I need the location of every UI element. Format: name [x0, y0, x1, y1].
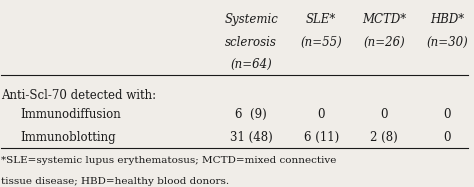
Text: Immunodiffusion: Immunodiffusion [20, 108, 121, 121]
Text: Anti-Scl-70 detected with:: Anti-Scl-70 detected with: [1, 89, 156, 102]
Text: 6 (11): 6 (11) [303, 131, 339, 144]
Text: 2 (8): 2 (8) [370, 131, 398, 144]
Text: tissue disease; HBD=healthy blood donors.: tissue disease; HBD=healthy blood donors… [1, 177, 229, 186]
Text: MCTD*: MCTD* [362, 13, 406, 26]
Text: 0: 0 [444, 108, 451, 121]
Text: (n=30): (n=30) [427, 36, 468, 49]
Text: (n=55): (n=55) [301, 36, 342, 49]
Text: 6  (9): 6 (9) [235, 108, 267, 121]
Text: Immunoblotting: Immunoblotting [20, 131, 116, 144]
Text: sclerosis: sclerosis [225, 36, 277, 49]
Text: Systemic: Systemic [224, 13, 278, 26]
Text: 0: 0 [318, 108, 325, 121]
Text: 0: 0 [381, 108, 388, 121]
Text: SLE*: SLE* [306, 13, 337, 26]
Text: 0: 0 [444, 131, 451, 144]
Text: HBD*: HBD* [430, 13, 465, 26]
Text: *SLE=systemic lupus erythematosus; MCTD=mixed connective: *SLE=systemic lupus erythematosus; MCTD=… [1, 157, 337, 165]
Text: 31 (48): 31 (48) [230, 131, 273, 144]
Text: (n=26): (n=26) [364, 36, 405, 49]
Text: (n=64): (n=64) [230, 58, 272, 71]
